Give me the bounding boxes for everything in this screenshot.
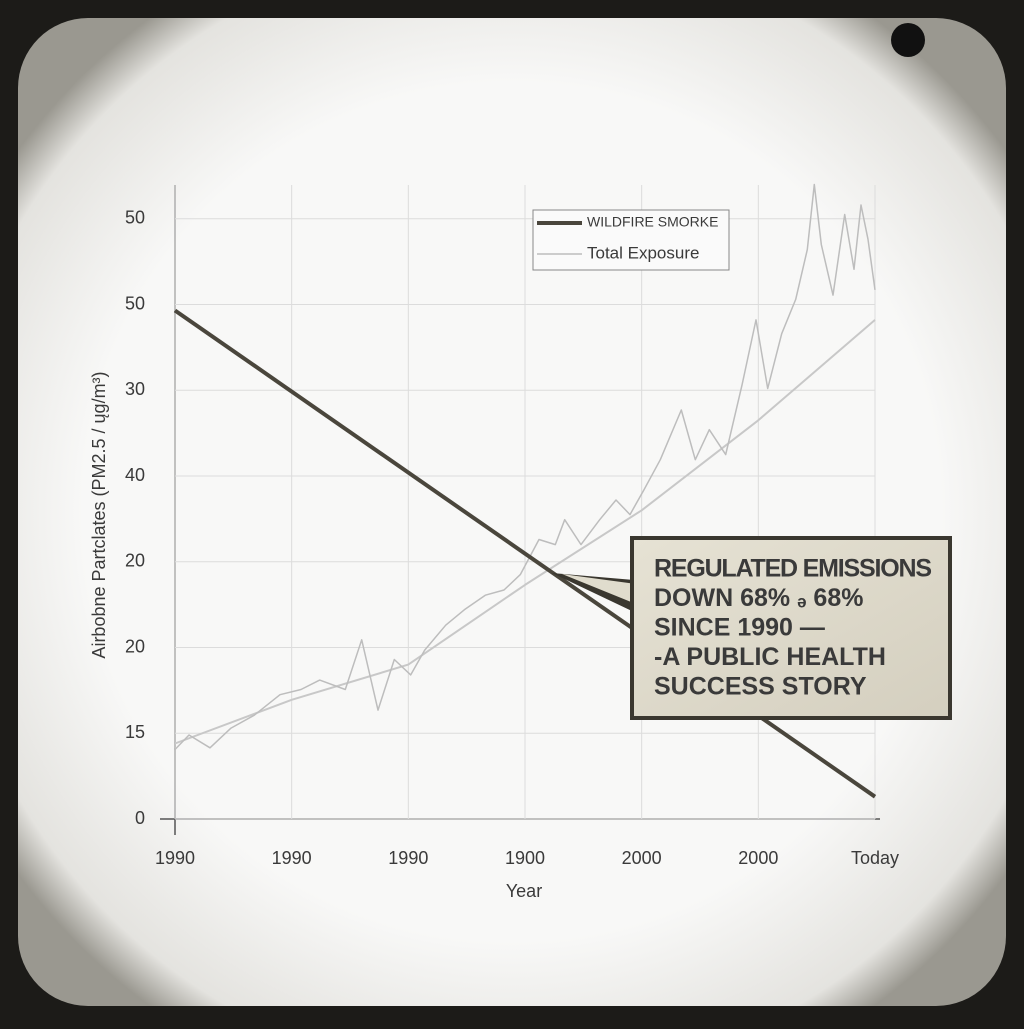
legend-label: Total Exposure	[587, 243, 699, 262]
x-tick-label: 1900	[505, 848, 545, 868]
x-tick-label: 1990	[155, 848, 195, 868]
x-tick-label: 2000	[738, 848, 778, 868]
annotation-text: SUCCESS STORY	[654, 673, 867, 701]
y-tick-label: 50	[125, 208, 145, 228]
y-tick-label: 30	[125, 379, 145, 399]
photo-area	[18, 18, 1006, 1006]
annotation-text: SINCE 1990 —	[654, 614, 825, 642]
y-tick-label: 15	[125, 722, 145, 742]
annotation-box	[630, 536, 952, 720]
annotation-text: DOWN 68% ₔ 68%	[654, 584, 863, 612]
x-tick-label: 1990	[388, 848, 428, 868]
y-tick-label: 20	[125, 636, 145, 656]
x-axis-label: Year	[506, 881, 542, 901]
annotation-text: -A PUBLIC HEALTH	[654, 643, 886, 671]
legend-box	[532, 209, 730, 271]
y-tick-label: 40	[125, 465, 145, 485]
series-line	[174, 183, 876, 751]
y-tick-label: 20	[125, 551, 145, 571]
y-axis-label: Airbobne Partclates (PM2.5 / ųg/m³)	[89, 371, 109, 658]
y-tick-label: 50	[125, 293, 145, 313]
x-tick-label: 2000	[622, 848, 662, 868]
series-line	[174, 319, 876, 745]
legend-label: WILDFIRE SMORKE	[587, 214, 718, 230]
x-tick-label: Today	[851, 848, 899, 868]
x-tick-label: 1990	[272, 848, 312, 868]
stain	[891, 23, 925, 57]
annotation-text: REGULATED EMISSIONS	[654, 555, 932, 583]
y-tick-label: 0	[135, 808, 145, 828]
callout-pointer-fill	[562, 574, 636, 604]
